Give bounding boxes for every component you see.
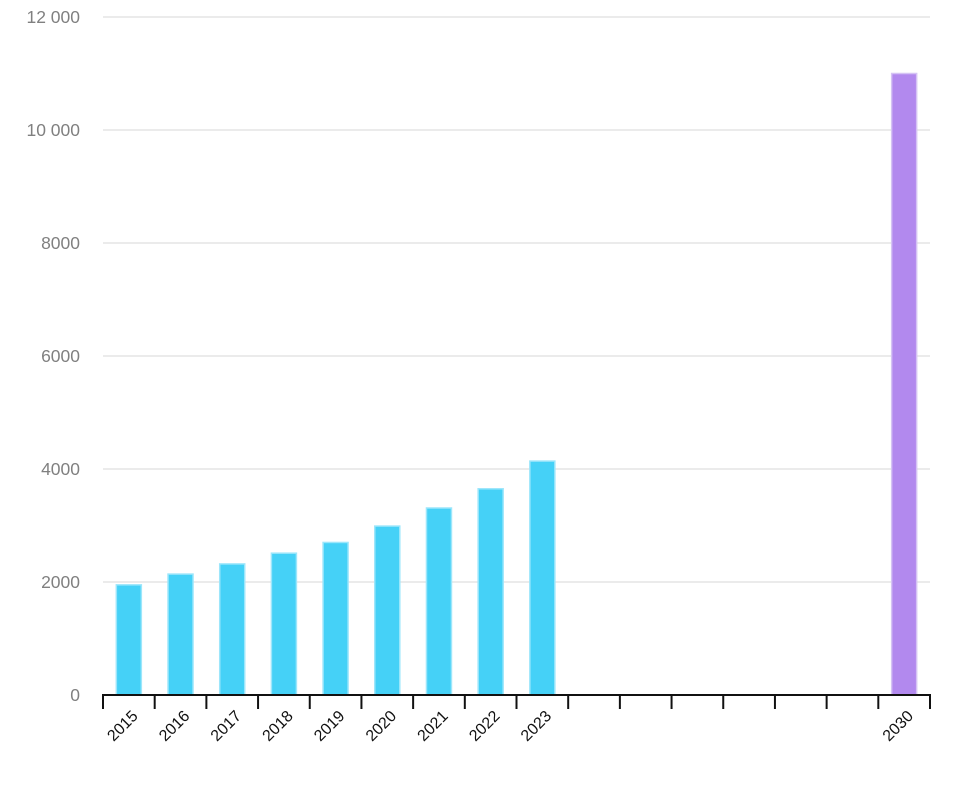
bar-2018[interactable] xyxy=(270,552,298,696)
x-tick-label-2021: 2021 xyxy=(415,708,452,745)
x-tick-label-2023: 2023 xyxy=(518,708,555,745)
y-tick-label-8000: 8000 xyxy=(41,233,80,253)
bar-2020[interactable] xyxy=(374,525,401,696)
bar-2015[interactable] xyxy=(115,584,143,696)
y-axis-labels: 0 2000 4000 6000 8000 10 000 12 000 xyxy=(26,7,80,705)
bars-layer xyxy=(115,72,918,696)
bar-2021[interactable] xyxy=(425,507,453,696)
x-tick-label-2016: 2016 xyxy=(156,708,193,745)
bar-2019[interactable] xyxy=(322,541,349,696)
x-axis xyxy=(102,694,931,709)
x-tick-label-2017: 2017 xyxy=(208,708,245,745)
y-tick-label-0: 0 xyxy=(70,685,80,705)
x-tick-label-2030: 2030 xyxy=(880,708,917,745)
x-tick-label-2019: 2019 xyxy=(311,708,348,745)
x-tick-label-2018: 2018 xyxy=(260,708,297,745)
bar-2017[interactable] xyxy=(218,563,246,696)
y-tick-label-6000: 6000 xyxy=(41,346,80,366)
y-tick-label-4000: 4000 xyxy=(41,459,80,479)
bar-2023[interactable] xyxy=(529,460,556,696)
bar-2016[interactable] xyxy=(167,573,194,696)
x-tick-label-2022: 2022 xyxy=(466,708,503,745)
y-tick-label-12000: 12 000 xyxy=(26,7,80,27)
gridlines-layer xyxy=(103,16,930,583)
x-axis-labels: 2015 2016 2017 2018 2019 2020 2021 2022 2023 2030 xyxy=(104,708,917,745)
x-tick-label-2020: 2020 xyxy=(363,708,400,745)
bar-2022[interactable] xyxy=(477,488,504,696)
y-tick-label-10000: 10 000 xyxy=(26,120,80,140)
x-tick-label-2015: 2015 xyxy=(104,708,141,745)
bar-2030[interactable] xyxy=(890,72,918,696)
y-tick-label-2000: 2000 xyxy=(41,572,80,592)
